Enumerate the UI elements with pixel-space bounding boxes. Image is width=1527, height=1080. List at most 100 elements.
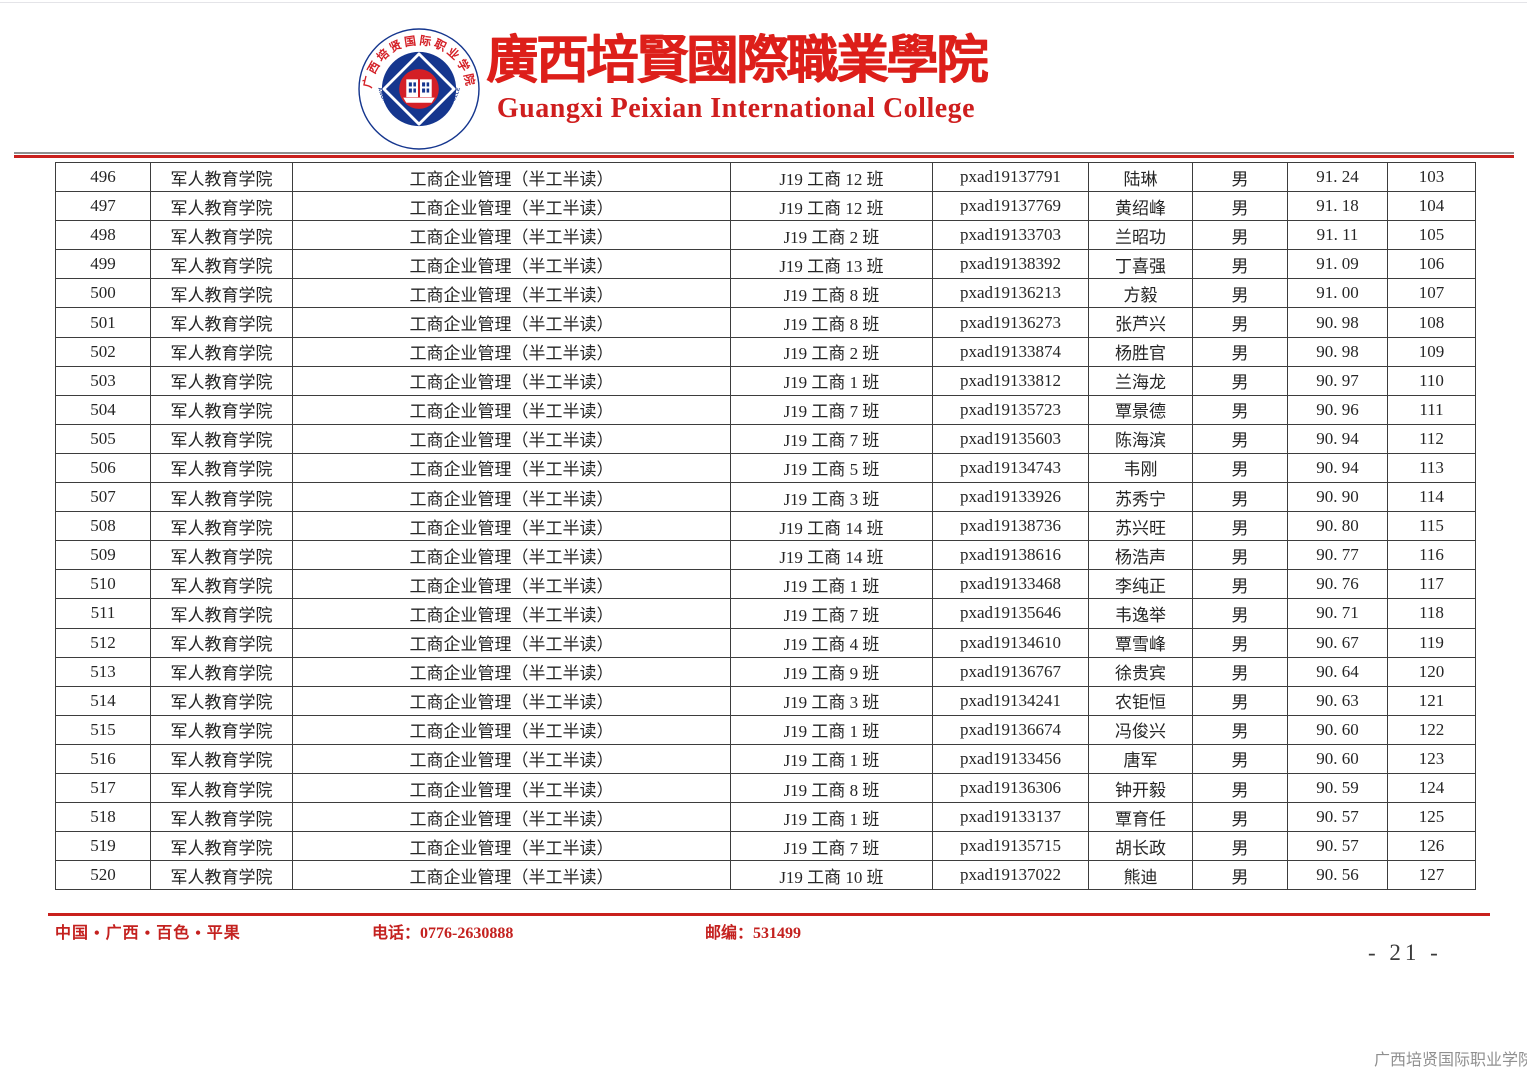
cell-score: 91. 18 (1287, 191, 1388, 222)
cell-serial-number: 509 (55, 540, 151, 571)
cell-serial-number: 520 (55, 860, 151, 891)
cell-serial-number: 511 (55, 598, 151, 629)
cell-serial-number: 497 (55, 191, 151, 222)
header-divider-red (14, 155, 1514, 158)
cell-major: 工商企业管理（半工半读） (292, 743, 731, 774)
cell-serial-number: 517 (55, 772, 151, 804)
cell-serial-number: 506 (55, 452, 151, 484)
table-row: 510 军人教育学院 工商企业管理（半工半读） J19 工商 1 班 pxad1… (55, 569, 1476, 600)
cell-college: 军人教育学院 (150, 423, 293, 454)
cell-serial-number: 498 (55, 220, 151, 251)
cell-student-id: pxad19133703 (932, 220, 1089, 251)
cell-student-name: 熊迪 (1088, 860, 1193, 891)
cell-major: 工商企业管理（半工半读） (292, 831, 731, 862)
table-row: 512 军人教育学院 工商企业管理（半工半读） J19 工商 4 班 pxad1… (55, 627, 1476, 658)
cell-rank: 126 (1387, 831, 1476, 862)
cell-serial-number: 502 (55, 336, 151, 367)
cell-class: J19 工商 2 班 (730, 336, 933, 367)
cell-rank: 111 (1387, 394, 1476, 425)
cell-college: 军人教育学院 (150, 191, 293, 222)
cell-score: 90. 57 (1287, 802, 1388, 833)
cell-gender: 男 (1192, 161, 1288, 193)
cell-student-name: 农钜恒 (1088, 685, 1193, 716)
cell-score: 90. 64 (1287, 656, 1388, 687)
table-row: 506 军人教育学院 工商企业管理（半工半读） J19 工商 5 班 pxad1… (55, 452, 1476, 484)
cell-rank: 118 (1387, 598, 1476, 629)
cell-student-name: 冯俊兴 (1088, 714, 1193, 745)
table-row: 520 军人教育学院 工商企业管理（半工半读） J19 工商 10 班 pxad… (55, 860, 1476, 891)
table-row: 502 军人教育学院 工商企业管理（半工半读） J19 工商 2 班 pxad1… (55, 336, 1476, 367)
cell-gender: 男 (1192, 482, 1288, 513)
cell-major: 工商企业管理（半工半读） (292, 394, 731, 425)
cell-serial-number: 516 (55, 743, 151, 774)
cell-college: 军人教育学院 (150, 743, 293, 774)
cell-student-name: 覃景德 (1088, 394, 1193, 425)
cell-class: J19 工商 14 班 (730, 511, 933, 542)
cell-student-name: 韦刚 (1088, 452, 1193, 484)
table-row: 517 军人教育学院 工商企业管理（半工半读） J19 工商 8 班 pxad1… (55, 772, 1476, 804)
footer-postal-code: 邮编：531499 (705, 925, 802, 942)
college-title-block: 廣西培賢國際職業學院 Guangxi Peixian International… (486, 28, 988, 125)
cell-college: 军人教育学院 (150, 860, 293, 891)
cell-college: 军人教育学院 (150, 278, 293, 309)
cell-college: 军人教育学院 (150, 220, 293, 251)
footer-watermark: 广西培贤国际职业学院 (1374, 1052, 1527, 1069)
cell-college: 军人教育学院 (150, 772, 293, 804)
cell-student-id: pxad19134241 (932, 685, 1089, 716)
cell-rank: 127 (1387, 860, 1476, 891)
table-row: 509 军人教育学院 工商企业管理（半工半读） J19 工商 14 班 pxad… (55, 540, 1476, 571)
cell-student-id: pxad19137022 (932, 860, 1089, 891)
table-row: 504 军人教育学院 工商企业管理（半工半读） J19 工商 7 班 pxad1… (55, 394, 1476, 425)
college-name-chinese: 廣西培賢國際職業學院 (486, 33, 988, 90)
cell-student-id: pxad19135646 (932, 598, 1089, 629)
cell-student-name: 杨浩声 (1088, 540, 1193, 571)
cell-major: 工商企业管理（半工半读） (292, 482, 731, 513)
cell-major: 工商企业管理（半工半读） (292, 511, 731, 542)
cell-gender: 男 (1192, 307, 1288, 338)
cell-serial-number: 496 (55, 161, 151, 193)
cell-score: 91. 09 (1287, 249, 1388, 280)
cell-student-name: 丁喜强 (1088, 249, 1193, 280)
cell-score: 90. 94 (1287, 423, 1388, 454)
cell-student-name: 钟开毅 (1088, 772, 1193, 804)
cell-student-name: 张芦兴 (1088, 307, 1193, 338)
cell-class: J19 工商 7 班 (730, 394, 933, 425)
cell-serial-number: 513 (55, 656, 151, 687)
cell-gender: 男 (1192, 278, 1288, 309)
cell-student-name: 覃雪峰 (1088, 627, 1193, 658)
cell-gender: 男 (1192, 772, 1288, 804)
cell-student-name: 兰昭功 (1088, 220, 1193, 251)
cell-student-name: 覃育任 (1088, 802, 1193, 833)
cell-college: 军人教育学院 (150, 714, 293, 745)
cell-student-name: 徐贵宾 (1088, 656, 1193, 687)
cell-class: J19 工商 13 班 (730, 249, 933, 280)
cell-class: J19 工商 2 班 (730, 220, 933, 251)
cell-major: 工商企业管理（半工半读） (292, 802, 731, 833)
cell-major: 工商企业管理（半工半读） (292, 220, 731, 251)
cell-gender: 男 (1192, 365, 1288, 396)
cell-college: 军人教育学院 (150, 802, 293, 833)
cell-rank: 117 (1387, 569, 1476, 600)
table-row: 519 军人教育学院 工商企业管理（半工半读） J19 工商 7 班 pxad1… (55, 831, 1476, 862)
cell-gender: 男 (1192, 598, 1288, 629)
cell-student-name: 胡长政 (1088, 831, 1193, 862)
cell-major: 工商企业管理（半工半读） (292, 307, 731, 338)
cell-class: J19 工商 1 班 (730, 802, 933, 833)
cell-serial-number: 500 (55, 278, 151, 309)
cell-major: 工商企业管理（半工半读） (292, 656, 731, 687)
table-body: 496 军人教育学院 工商企业管理（半工半读） J19 工商 12 班 pxad… (55, 161, 1476, 891)
page-top-edge (0, 2, 1527, 3)
table-row: 500 军人教育学院 工商企业管理（半工半读） J19 工商 8 班 pxad1… (55, 278, 1476, 309)
cell-gender: 男 (1192, 394, 1288, 425)
cell-class: J19 工商 1 班 (730, 569, 933, 600)
cell-major: 工商企业管理（半工半读） (292, 540, 731, 571)
cell-class: J19 工商 1 班 (730, 743, 933, 774)
cell-score: 90. 94 (1287, 452, 1388, 484)
college-name-english: Guangxi Peixian International College (496, 92, 976, 124)
cell-gender: 男 (1192, 802, 1288, 833)
open-book-icon (403, 79, 435, 103)
cell-student-name: 方毅 (1088, 278, 1193, 309)
cell-gender: 男 (1192, 569, 1288, 600)
cell-score: 90. 60 (1287, 743, 1388, 774)
